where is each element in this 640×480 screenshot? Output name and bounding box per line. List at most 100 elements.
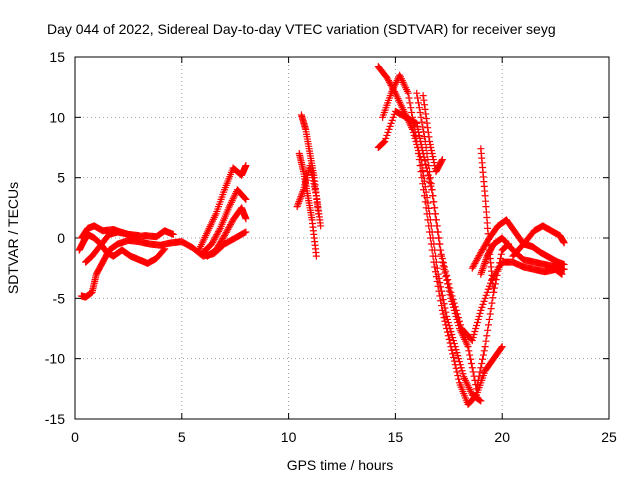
data-point	[473, 321, 481, 329]
data-point	[227, 221, 235, 229]
data-point	[441, 269, 449, 277]
data-point	[422, 160, 430, 168]
data-point	[446, 284, 454, 292]
data-point	[449, 303, 457, 311]
data-point	[208, 240, 216, 248]
data-point	[432, 210, 440, 218]
data-point	[434, 228, 442, 236]
data-point	[471, 259, 479, 267]
data-point	[450, 306, 458, 314]
data-point	[241, 194, 249, 202]
data-point	[457, 364, 465, 372]
data-point	[433, 277, 441, 285]
x-tick-label: 15	[388, 429, 404, 445]
data-point	[404, 89, 412, 97]
data-point	[310, 183, 318, 191]
data-point	[417, 113, 425, 121]
y-tick-label: 5	[57, 170, 65, 186]
x-tick-label: 20	[494, 429, 510, 445]
data-point	[433, 222, 441, 230]
data-point	[412, 133, 420, 141]
data-point	[455, 358, 463, 366]
data-point	[496, 255, 504, 263]
data-point	[212, 232, 220, 240]
data-point	[422, 115, 430, 123]
data-point	[489, 294, 497, 302]
data-point	[415, 128, 423, 136]
data-point	[389, 113, 397, 121]
data-point	[317, 222, 325, 230]
data-point	[299, 187, 307, 195]
data-point	[428, 186, 436, 194]
data-point	[448, 346, 456, 354]
data-point	[312, 252, 320, 260]
data-point	[477, 306, 485, 314]
data-point	[215, 227, 223, 235]
data-point	[560, 265, 568, 273]
data-point	[449, 353, 457, 361]
data-point	[469, 263, 477, 271]
data-point	[222, 228, 230, 236]
data-point	[419, 92, 427, 100]
data-point	[483, 332, 491, 340]
data-point	[447, 328, 455, 336]
data-point	[425, 133, 433, 141]
data-point	[225, 224, 233, 232]
data-point	[227, 219, 235, 227]
data-point	[447, 294, 455, 302]
data-point	[414, 94, 422, 102]
data-point	[424, 216, 432, 224]
x-tick-label: 10	[281, 429, 297, 445]
data-point	[310, 180, 318, 188]
data-point	[452, 346, 460, 354]
data-point	[385, 78, 393, 86]
data-point	[427, 180, 435, 188]
data-point	[432, 273, 440, 281]
data-point	[419, 123, 427, 131]
data-point	[455, 355, 463, 363]
data-point	[385, 77, 393, 85]
data-point	[458, 367, 466, 375]
data-point	[209, 237, 217, 245]
data-point	[475, 396, 483, 404]
data-point	[448, 297, 456, 305]
data-point	[486, 310, 494, 318]
data-point	[432, 216, 440, 224]
data-point	[473, 385, 481, 393]
data-point	[454, 352, 462, 360]
y-tick-label: -5	[53, 290, 66, 306]
data-point	[381, 137, 389, 145]
data-point	[440, 314, 448, 322]
data-point	[476, 396, 484, 404]
data-point	[432, 268, 440, 276]
data-point	[382, 134, 390, 142]
x-axis-label: GPS time / hours	[287, 457, 394, 473]
data-point	[484, 326, 492, 334]
data-point	[476, 368, 484, 376]
data-point	[447, 343, 455, 351]
data-point	[437, 246, 445, 254]
data-point	[467, 355, 475, 363]
data-point	[307, 168, 315, 176]
data-point	[408, 109, 416, 117]
data-point	[438, 302, 446, 310]
data-point	[424, 124, 432, 132]
data-point	[438, 258, 446, 266]
data-point	[423, 119, 431, 127]
data-point	[476, 250, 484, 258]
data-point	[416, 134, 424, 142]
data-point	[475, 372, 483, 380]
data-point	[473, 318, 481, 326]
data-point	[446, 291, 454, 299]
data-point	[386, 122, 394, 130]
data-point	[473, 255, 481, 263]
data-point	[297, 192, 305, 200]
data-point	[416, 109, 424, 117]
data-point	[445, 287, 453, 295]
y-tick-label: 0	[57, 230, 65, 246]
series-arc-rise-1	[195, 162, 250, 254]
data-point	[419, 147, 427, 155]
data-point	[211, 234, 219, 242]
data-point	[242, 162, 250, 170]
